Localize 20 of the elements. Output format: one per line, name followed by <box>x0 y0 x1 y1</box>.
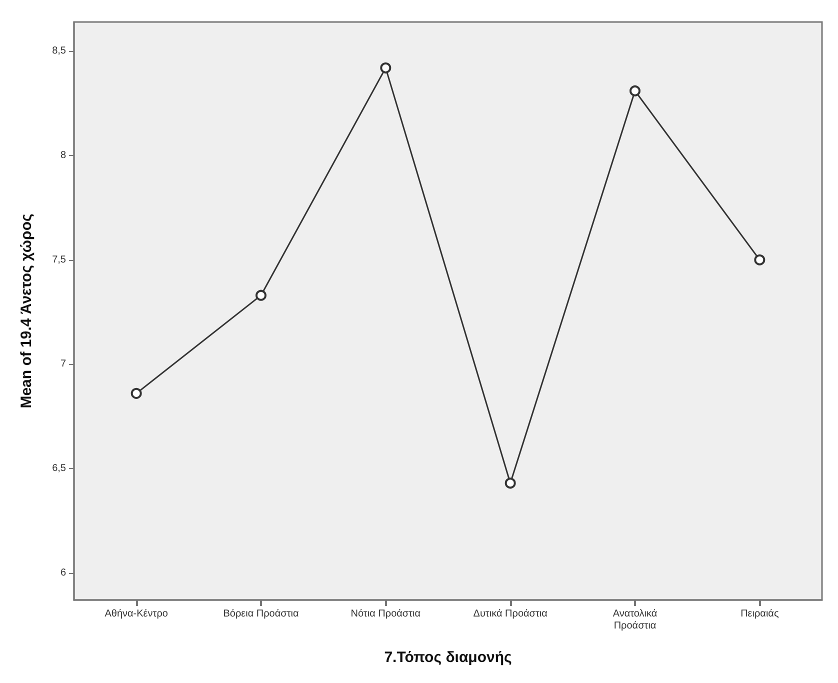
x-tick-label: Νότια Προάστια <box>350 608 421 620</box>
x-tick-label: Δυτικά Προάστια <box>473 608 548 620</box>
point <box>630 85 640 96</box>
x-tick-label: Πειραιάς <box>740 608 779 620</box>
y-tick-label: 8,5 <box>52 46 66 57</box>
point <box>380 62 392 74</box>
y-tick-label: 6 <box>60 567 66 578</box>
point <box>256 290 266 301</box>
y-tick-label: 7,5 <box>52 254 66 266</box>
x-tick-label: Αθήνα-Κέντρο <box>104 608 168 620</box>
y-tick-label: 8 <box>60 150 66 162</box>
point <box>130 388 142 399</box>
y-tick-label: 6,5 <box>52 463 66 474</box>
y-axis-title: Mean of 19.4 Άνετος χώρος <box>18 214 35 408</box>
x-tick-label: Βόρεια Προάστια <box>223 608 299 620</box>
point <box>754 254 766 266</box>
x-tick-label: Ανατολικά Προάστια <box>612 608 658 632</box>
point <box>504 478 516 489</box>
x-axis-title: 7.Τόπος διαμονής <box>384 649 512 666</box>
y-tick-label: 7 <box>60 358 66 370</box>
